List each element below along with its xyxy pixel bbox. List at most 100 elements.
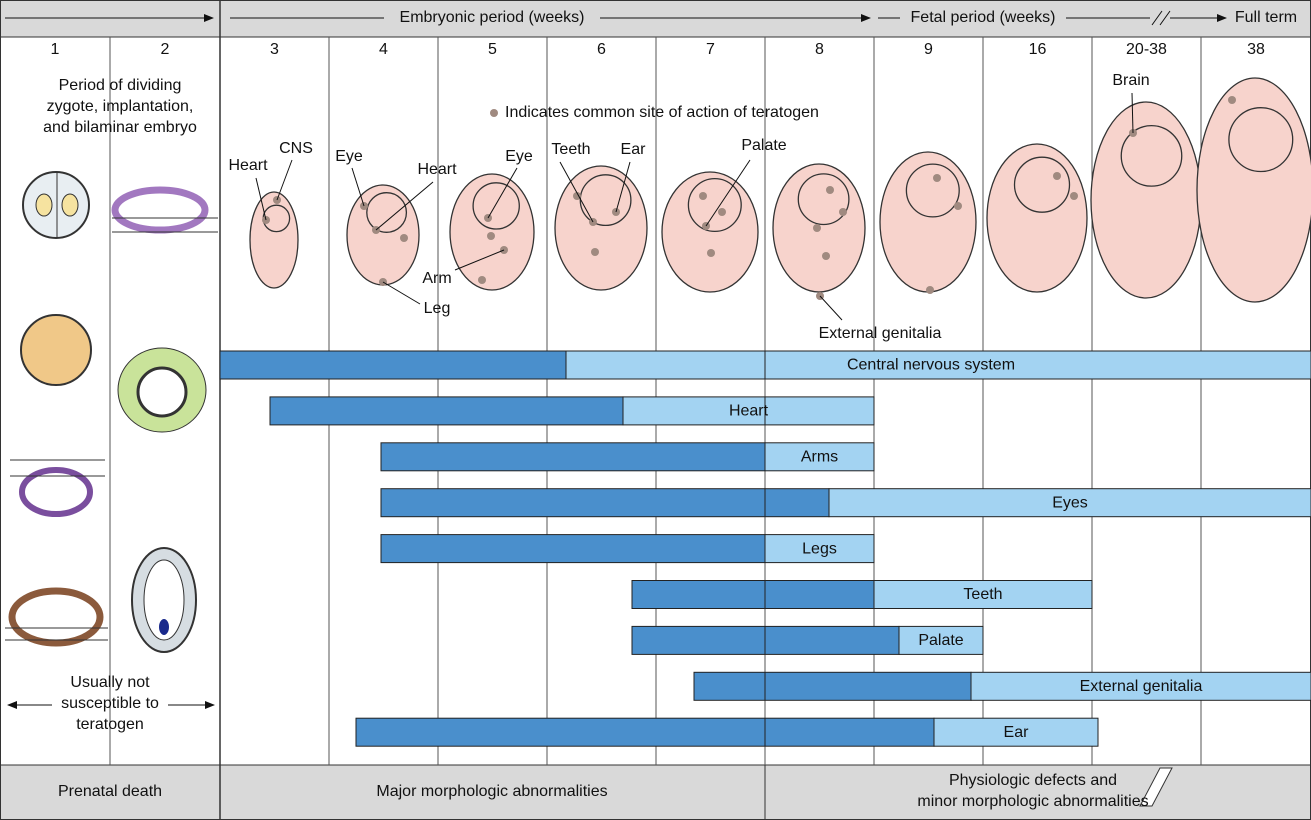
bar-mild <box>933 717 1099 747</box>
bar-severe <box>693 671 972 701</box>
site-dot <box>954 202 962 210</box>
week-label: 2 <box>161 41 170 58</box>
organ-label: Palate <box>918 632 963 649</box>
early-cells <box>5 171 218 653</box>
annotation: Eye <box>505 148 533 165</box>
annotation: Palate <box>741 137 786 154</box>
week-label: 6 <box>597 41 606 58</box>
embryo-head <box>905 163 960 218</box>
note: and bilaminar embryo <box>43 119 197 136</box>
site-dot <box>707 249 715 257</box>
annotation: Heart <box>228 157 268 174</box>
annotation: Ear <box>621 141 647 158</box>
week-label: 1 <box>51 41 60 58</box>
week-label: 9 <box>924 41 933 58</box>
bar-mild <box>565 350 1311 380</box>
break-mark <box>1151 10 1171 26</box>
site-dot <box>1228 96 1236 104</box>
embryo-head <box>366 192 408 233</box>
pointer <box>559 161 594 223</box>
outcome: Prenatal death <box>58 783 162 800</box>
pointer <box>382 281 421 305</box>
site-dot <box>573 192 581 200</box>
embryo-head <box>579 174 632 227</box>
note: zygote, implantation, <box>47 98 194 115</box>
pointer <box>705 159 751 227</box>
bar-severe <box>219 350 567 380</box>
embryonic-label: Embryonic period (weeks) <box>400 9 585 26</box>
organ-label: External genitalia <box>1080 678 1203 695</box>
break-mark <box>1139 767 1173 807</box>
site-dot <box>839 208 847 216</box>
bar-severe <box>380 488 830 518</box>
pointer <box>487 167 518 219</box>
week-label: 8 <box>815 41 824 58</box>
annotation: Heart <box>417 161 457 178</box>
annotation: Brain <box>1112 72 1149 89</box>
organ-label: Arms <box>801 449 838 466</box>
site-dot <box>487 232 495 240</box>
annotation: Leg <box>424 300 451 317</box>
fetal-label: Fetal period (weeks) <box>911 9 1056 26</box>
pointer <box>615 161 631 213</box>
pointer <box>819 295 843 321</box>
week-label: 20-38 <box>1126 41 1167 58</box>
organ-label: Eyes <box>1052 494 1088 511</box>
site-dot <box>591 248 599 256</box>
bar-severe <box>355 717 935 747</box>
week-label: 7 <box>706 41 715 58</box>
bar-mild <box>828 488 1311 518</box>
week-label: 4 <box>379 41 388 58</box>
annotation: Arm <box>422 270 451 287</box>
organ-label: Teeth <box>963 586 1002 603</box>
week-label: 5 <box>488 41 497 58</box>
organ-label: Legs <box>802 540 837 557</box>
organ-label: Heart <box>729 403 769 420</box>
note: susceptible to <box>61 695 159 712</box>
pointer <box>351 167 365 207</box>
site-dot <box>1070 192 1078 200</box>
annotation: Eye <box>335 148 363 165</box>
pointer <box>255 177 267 221</box>
embryo-head <box>1120 124 1183 187</box>
bar-mild <box>898 625 984 655</box>
footer-band <box>0 764 1311 820</box>
embryo-head <box>687 177 742 233</box>
bar-severe <box>269 396 624 426</box>
site-dot <box>926 286 934 294</box>
embryo-head <box>1013 156 1071 213</box>
site-dot <box>699 192 707 200</box>
bar-severe <box>380 534 766 564</box>
organ-label: Ear <box>1004 724 1030 741</box>
legend-dot <box>490 109 498 117</box>
site-dot <box>933 174 941 182</box>
site-dot <box>813 224 821 232</box>
embryo-head <box>472 182 520 230</box>
outcome: Major morphologic abnormalities <box>376 783 607 800</box>
site-dot <box>822 252 830 260</box>
pointer <box>375 181 434 231</box>
week-label: 38 <box>1247 41 1265 58</box>
legend: Indicates common site of action of terat… <box>505 104 819 121</box>
site-dot <box>478 276 486 284</box>
site-dot <box>718 208 726 216</box>
embryo-head <box>797 173 850 226</box>
annotation: Teeth <box>551 141 590 158</box>
embryo-head <box>1228 107 1294 173</box>
term-label: Full term <box>1235 9 1297 26</box>
note: teratogen <box>76 716 144 733</box>
annotation: CNS <box>279 140 313 157</box>
bar-mild <box>622 396 875 426</box>
bar-severe <box>631 580 875 609</box>
bar-mild <box>764 534 875 564</box>
site-dot <box>1053 172 1061 180</box>
pointer <box>1131 92 1134 134</box>
pointer <box>454 249 505 271</box>
note: Usually not <box>70 674 150 691</box>
outcome: minor morphologic abnormalities <box>917 793 1148 810</box>
site-dot <box>826 186 834 194</box>
pointer <box>276 159 293 201</box>
bar-mild <box>764 442 875 472</box>
note: Period of dividing <box>59 77 182 94</box>
